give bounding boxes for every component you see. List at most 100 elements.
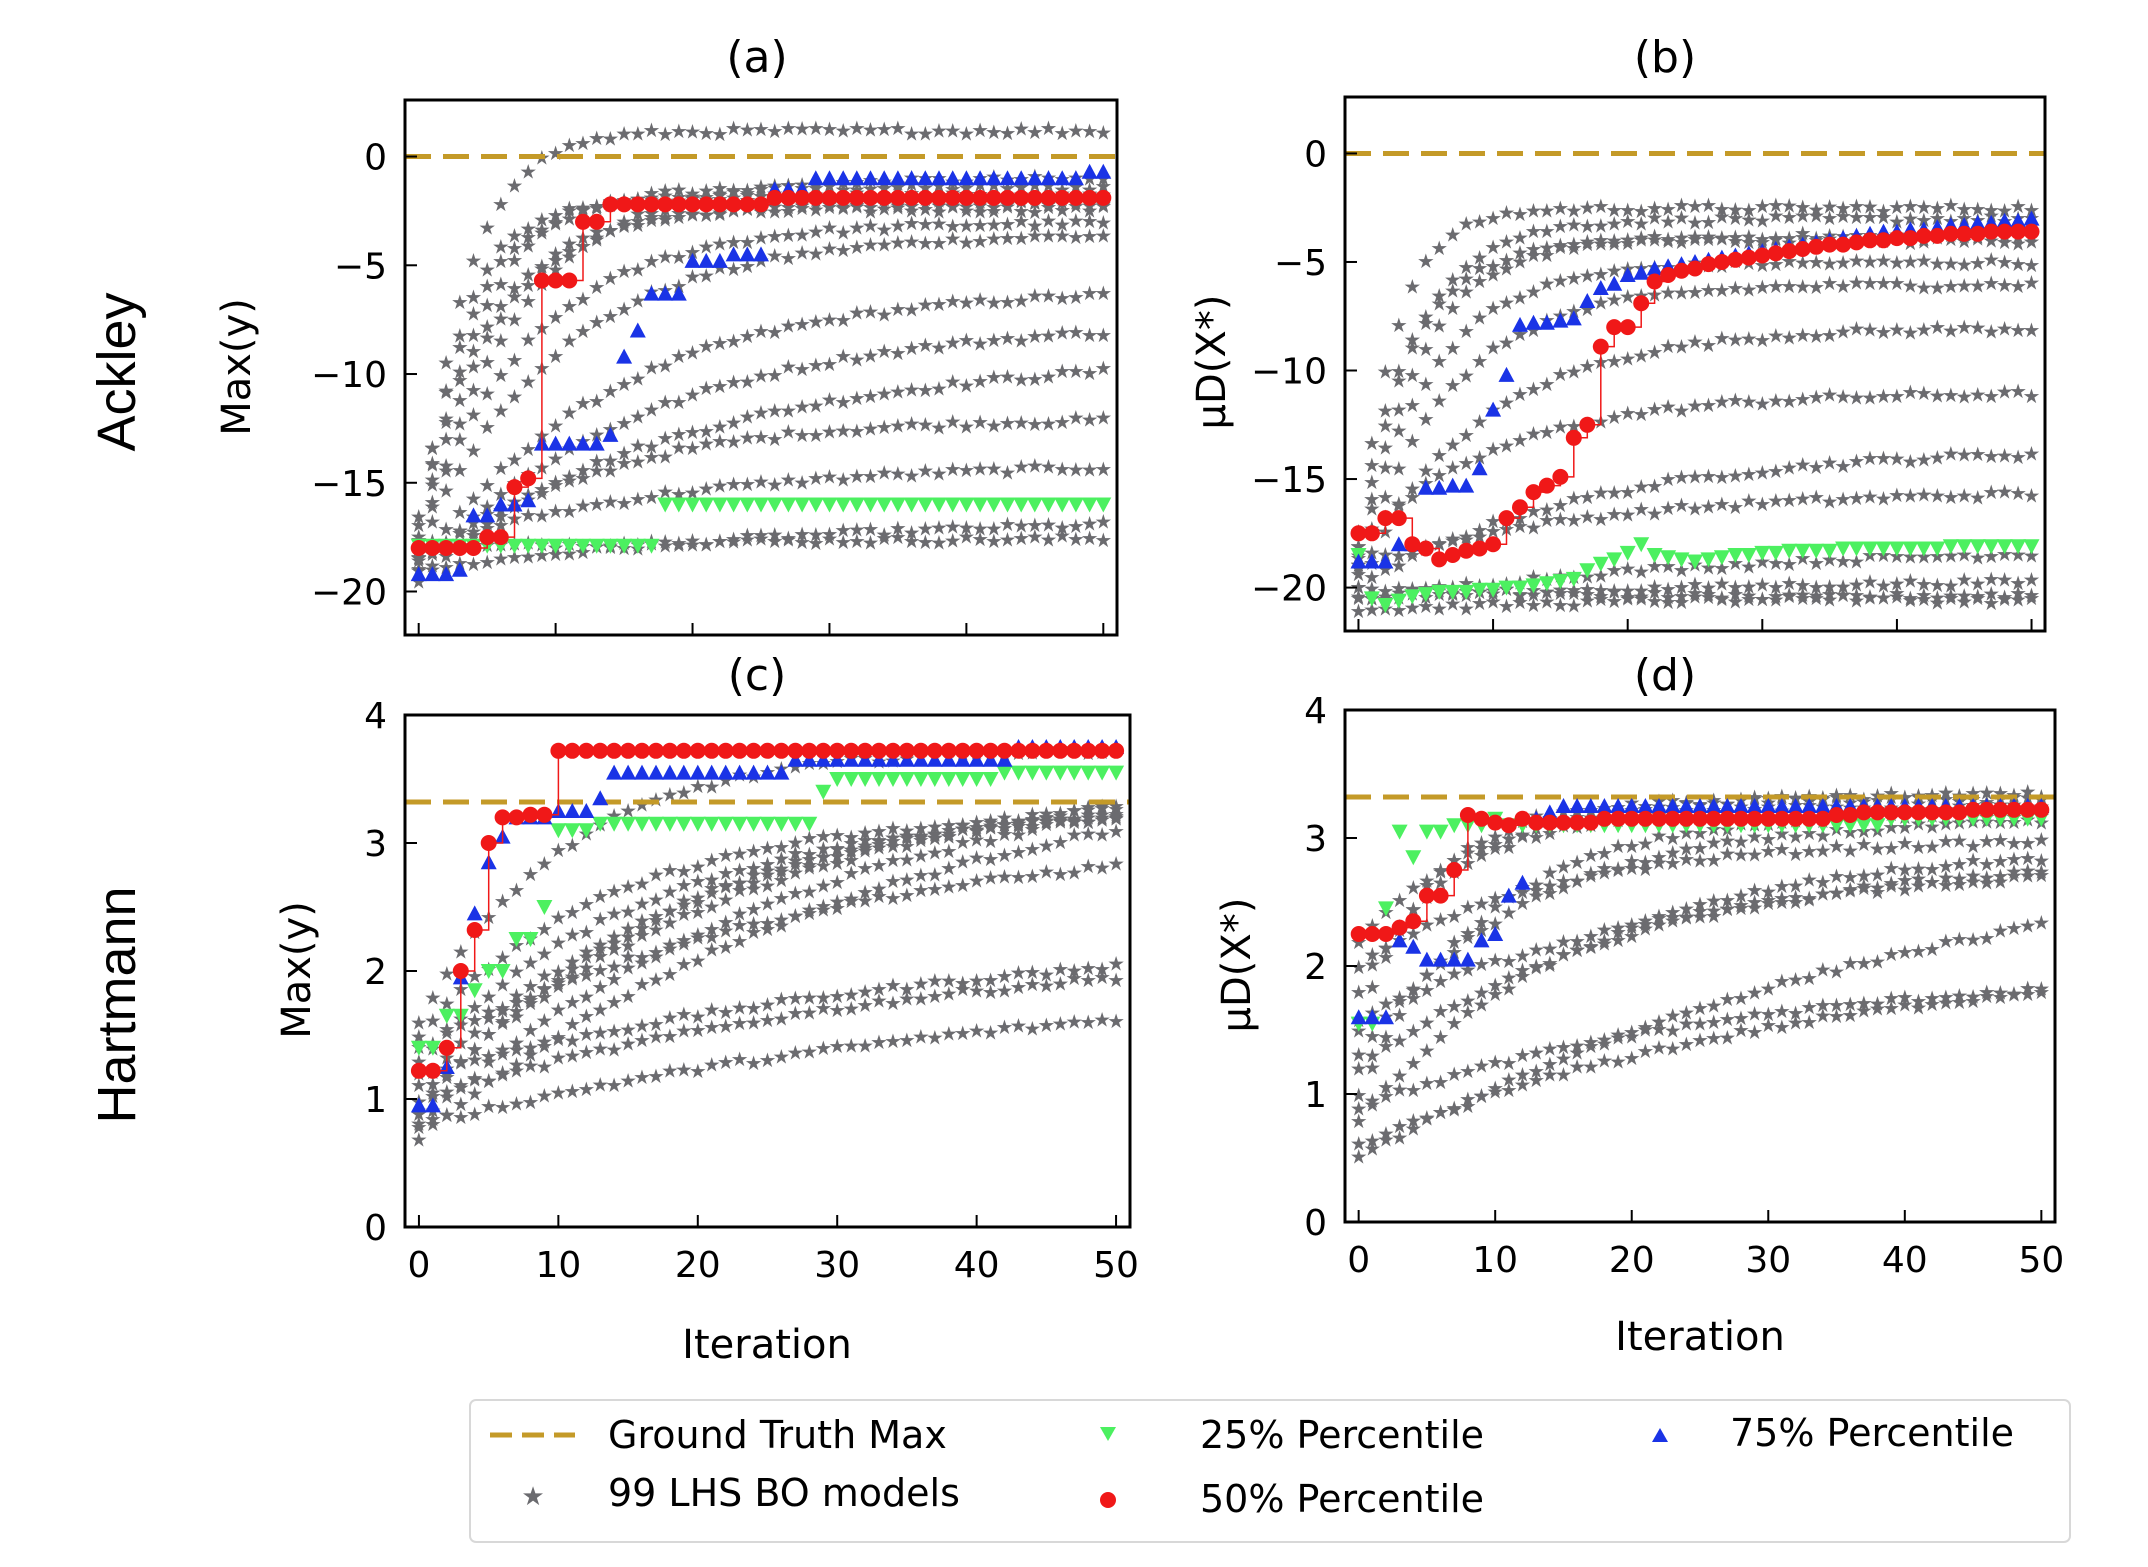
model-point-c-179: ★: [772, 857, 790, 881]
model-point-a-606: ★: [1026, 513, 1044, 537]
model-point-b-90: ★: [1875, 205, 1893, 229]
model-point-b-241: ★: [1848, 317, 1866, 341]
model-point-b-689: ★: [1700, 576, 1718, 600]
model-point-c-224: ★: [689, 869, 707, 893]
model-point-a-203: ★: [1094, 224, 1112, 248]
model-point-b-653: ★: [1901, 274, 1919, 298]
p25-point-b-39: [1875, 541, 1892, 557]
p25-point-c-40: [968, 772, 985, 787]
p25-point-b-50: [2023, 539, 2040, 555]
model-point-a-636: ★: [738, 230, 756, 254]
model-point-b-132: ★: [1753, 227, 1771, 251]
model-point-a-786: ★: [697, 532, 715, 556]
model-point-c-70: ★: [675, 928, 693, 952]
model-point-b-540: ★: [1753, 587, 1771, 611]
model-point-b-681: ★: [1592, 578, 1610, 602]
model-point-c-35: ★: [898, 868, 916, 892]
model-point-b-125: ★: [1659, 229, 1677, 253]
model-point-c-159: ★: [494, 999, 512, 1023]
model-point-c-6: ★: [494, 1062, 512, 1086]
model-point-b-382: ★: [1686, 496, 1704, 520]
model-point-c-19: ★: [675, 952, 693, 976]
p25-point-a-48: [1067, 497, 1084, 513]
model-point-a-404: ★: [1053, 359, 1071, 383]
model-point-b-444: ★: [1834, 549, 1852, 573]
model-point-a-313: ★: [506, 236, 524, 260]
model-point-a-596: ★: [889, 516, 907, 540]
model-point-a-784: ★: [670, 533, 688, 557]
model-point-a-400: ★: [999, 365, 1017, 389]
p50-point-a-44: [1013, 189, 1030, 206]
model-point-a-409: ★: [423, 452, 441, 476]
model-point-b-535: ★: [1686, 581, 1704, 605]
model-point-c-29: ★: [814, 898, 832, 922]
p50-point-c-31: [843, 742, 860, 759]
p50-point-d-20: [1623, 810, 1640, 827]
p50-point-a-36: [903, 189, 920, 206]
model-point-a-743: ★: [807, 353, 825, 377]
model-point-b-562: ★: [1363, 470, 1381, 494]
legend: Ground Truth Max ★ 99 LHS BO models 25% …: [469, 1399, 2071, 1543]
model-point-b-392: ★: [1821, 489, 1839, 513]
model-point-b-470: ★: [1498, 594, 1516, 618]
model-point-a-62: ★: [560, 196, 578, 220]
p50-point-b-1: [1363, 525, 1380, 542]
p25-point-c-25: [759, 816, 776, 832]
x-tick-label-c-20: 20: [675, 1245, 721, 1286]
model-point-b-121: ★: [1605, 229, 1623, 253]
model-point-c-110: ★: [522, 991, 540, 1015]
p25-point-b-27: [1713, 550, 1730, 566]
y-tick-label-b--20: −20: [1251, 569, 1327, 610]
p25-point-a-15: [616, 538, 633, 554]
model-point-a-159: ★: [492, 399, 510, 423]
p75-point-a-15: [616, 348, 633, 364]
model-point-b-113: ★: [1498, 257, 1516, 281]
model-point-b-493: ★: [1807, 584, 1825, 608]
model-point-b-320: ★: [1538, 498, 1556, 522]
model-point-b-91: ★: [1888, 209, 1906, 233]
model-point-b-248: ★: [1942, 319, 1960, 343]
model-point-a-793: ★: [793, 530, 811, 554]
model-point-b-327: ★: [1632, 474, 1650, 498]
p50-point-b-3: [1390, 510, 1407, 527]
model-point-c-5: ★: [480, 1069, 498, 1093]
model-point-b-525: ★: [1551, 581, 1569, 605]
model-point-a-697: ★: [875, 117, 893, 141]
p50-point-a-50: [1095, 189, 1112, 206]
model-point-a-115: ★: [588, 226, 606, 250]
model-point-a-449: ★: [971, 200, 989, 224]
model-point-a-477: ★: [656, 445, 674, 469]
model-point-a-254: ★: [1094, 281, 1112, 305]
model-point-c-144: ★: [996, 812, 1014, 836]
model-point-b-343: ★: [1848, 449, 1866, 473]
model-point-a-188: ★: [889, 230, 907, 254]
p75-point-a-36: [903, 170, 920, 186]
model-point-a-499: ★: [957, 414, 975, 438]
model-point-a-314: ★: [519, 225, 537, 249]
model-point-a-385: ★: [793, 394, 811, 418]
model-point-b-93: ★: [1915, 208, 1933, 232]
model-point-c-109: ★: [508, 1005, 526, 1029]
model-point-a-105: ★: [451, 388, 469, 412]
model-point-c-92: ★: [982, 829, 1000, 853]
model-point-a-685: ★: [711, 122, 729, 146]
y-axis-label-b: μD(X*): [1189, 295, 1235, 430]
model-point-b-252: ★: [1996, 317, 2014, 341]
model-point-c-112: ★: [549, 971, 567, 995]
model-point-b-108: ★: [1430, 313, 1448, 337]
model-point-a-210: ★: [492, 456, 510, 480]
model-point-a-173: ★: [684, 264, 702, 288]
model-point-c-33: ★: [870, 877, 888, 901]
model-point-a-13: ★: [588, 196, 606, 220]
p50-point-b-32: [1781, 243, 1798, 260]
p75-point-a-14: [602, 426, 619, 442]
model-point-a-202: ★: [1081, 224, 1099, 248]
model-point-a-651: ★: [944, 214, 962, 238]
model-point-b-349: ★: [1928, 446, 1946, 470]
model-point-c-158: ★: [480, 1006, 498, 1030]
p25-point-b-6: [1431, 584, 1448, 600]
p50-point-b-35: [1821, 236, 1838, 253]
model-point-b-469: ★: [1484, 590, 1502, 614]
model-point-b-379: ★: [1646, 501, 1664, 525]
model-point-a-309: ★: [451, 335, 469, 359]
